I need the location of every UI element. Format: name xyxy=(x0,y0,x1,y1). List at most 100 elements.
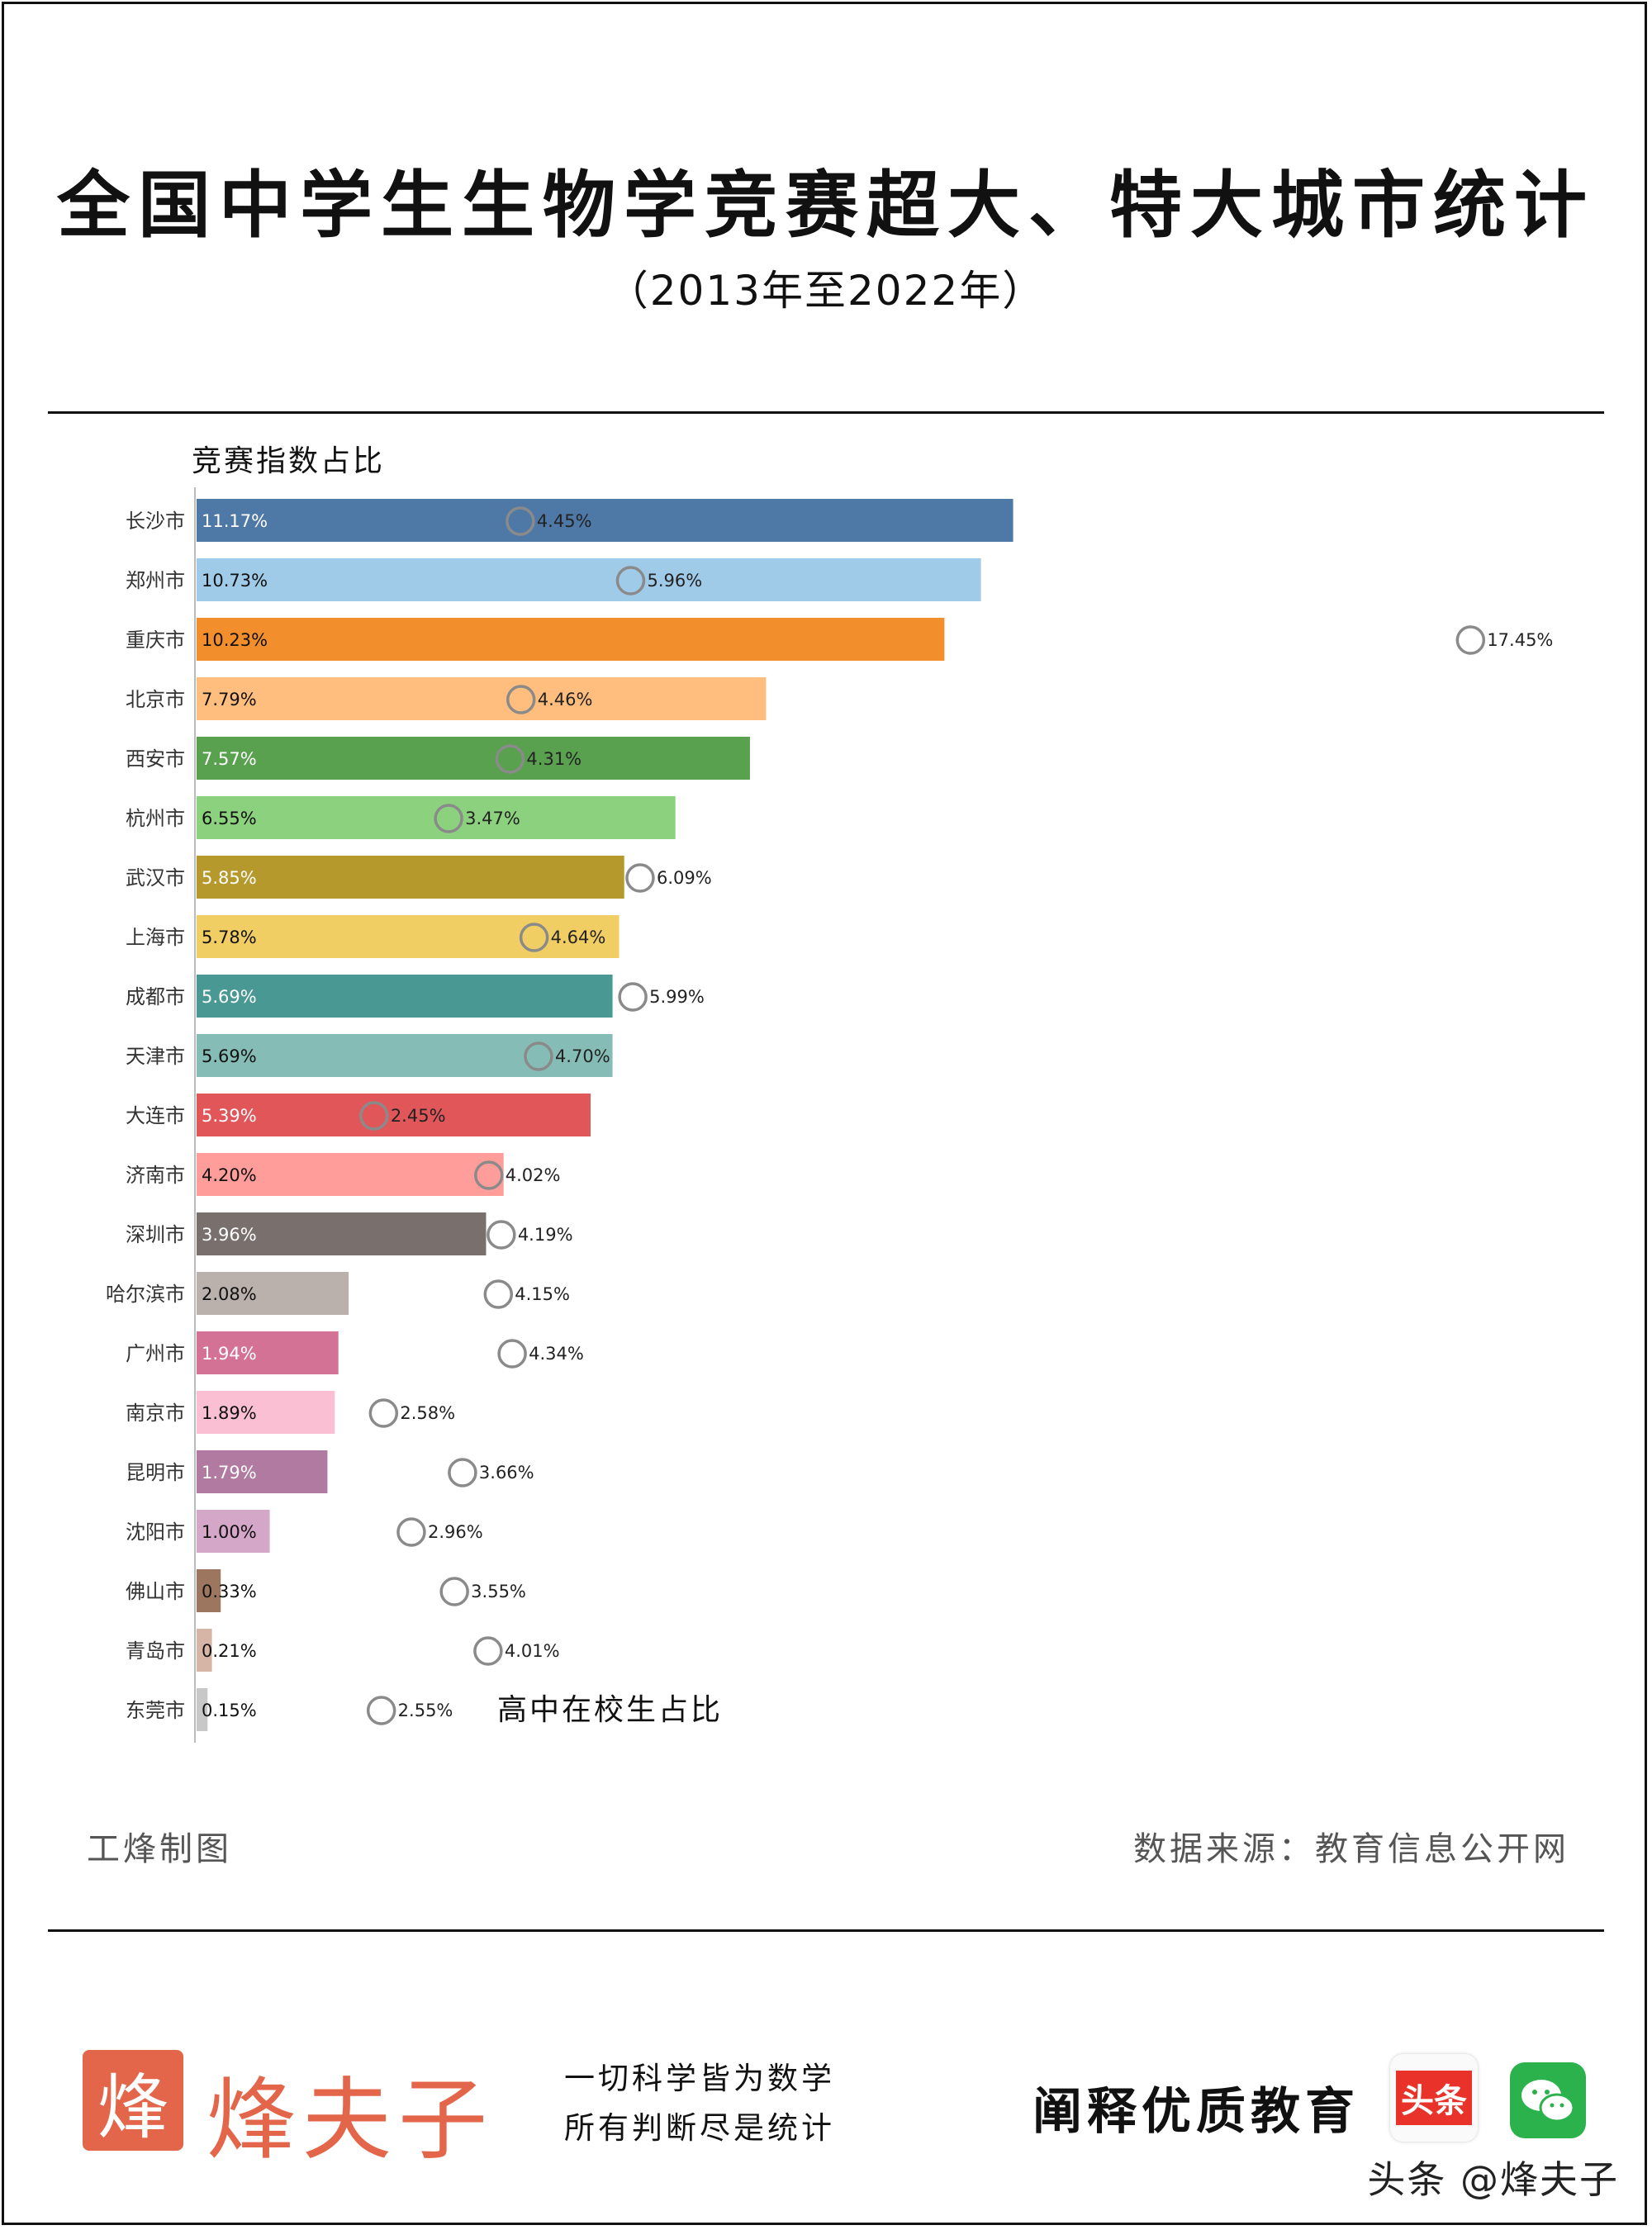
bar xyxy=(197,677,767,720)
bar-value-label: 4.20% xyxy=(202,1165,257,1185)
bar xyxy=(197,1034,613,1077)
bar-value-label: 5.69% xyxy=(202,987,257,1007)
marker-point xyxy=(366,1696,396,1725)
bar xyxy=(197,1688,208,1731)
category-label: 郑州市 xyxy=(126,569,185,592)
marker-value-label: 4.01% xyxy=(505,1641,560,1661)
marker-value-label: 2.45% xyxy=(391,1106,446,1126)
marker-value-label: 4.64% xyxy=(551,928,606,947)
bar xyxy=(197,1510,270,1553)
bar xyxy=(197,1212,487,1255)
bar-value-label: 2.08% xyxy=(202,1284,257,1304)
marker-point xyxy=(487,1220,516,1250)
bar xyxy=(197,1391,335,1434)
bar xyxy=(197,1569,221,1612)
bar-value-label: 0.15% xyxy=(202,1701,257,1720)
bar xyxy=(197,499,1014,542)
slogan-line-1: 一切科学皆为数学 xyxy=(564,2061,835,2096)
bar-value-label: 3.96% xyxy=(202,1225,257,1245)
marker-value-label: 2.96% xyxy=(428,1522,483,1542)
marker-point xyxy=(439,1577,469,1606)
bar-value-label: 11.17% xyxy=(202,511,268,531)
marker-point xyxy=(434,804,463,833)
marker-value-label: 4.15% xyxy=(515,1284,570,1304)
bar-value-label: 5.39% xyxy=(202,1106,257,1126)
bar-value-label: 7.57% xyxy=(202,749,257,769)
bar-series-label: 竞赛指数占比 xyxy=(192,444,385,478)
marker-point xyxy=(396,1517,426,1547)
category-label: 西安市 xyxy=(126,747,185,771)
bar-value-label: 10.23% xyxy=(202,630,268,650)
marker-point xyxy=(618,982,648,1012)
marker-value-label: 3.47% xyxy=(465,809,520,828)
marker-value-label: 5.99% xyxy=(649,987,705,1007)
wechat-glyph-icon xyxy=(1521,2080,1575,2123)
wechat-app-icon xyxy=(1510,2062,1586,2138)
marker-point xyxy=(506,506,535,536)
marker-value-label: 3.55% xyxy=(471,1582,526,1601)
marker-value-label: 4.02% xyxy=(506,1165,561,1185)
slogan-line-2: 所有判断尽是统计 xyxy=(564,2110,835,2146)
marker-point xyxy=(368,1398,399,1428)
marker-point xyxy=(615,566,646,595)
brand-tagline: 阐释优质教育 xyxy=(1032,2083,1360,2141)
bar xyxy=(197,618,945,661)
toutiao-badge-text: 头条 xyxy=(1396,2071,1472,2125)
bar-value-label: 7.79% xyxy=(202,690,257,709)
category-label: 南京市 xyxy=(126,1402,185,1425)
marker-value-label: 6.09% xyxy=(657,868,712,888)
bar-value-label: 1.89% xyxy=(202,1403,257,1423)
marker-point xyxy=(1455,625,1486,655)
brand-name: 烽夫子 xyxy=(206,2069,495,2172)
marker-point xyxy=(359,1101,389,1131)
chart-title: 全国中学生生物学竞赛超大、特大城市统计 xyxy=(56,163,1595,248)
category-label: 济南市 xyxy=(126,1164,185,1187)
brand-logo-char: 烽 xyxy=(97,2066,169,2149)
marker-value-label: 4.31% xyxy=(526,749,582,769)
category-label: 杭州市 xyxy=(126,807,185,830)
bar-value-label: 1.00% xyxy=(202,1522,257,1542)
marker-series-label: 高中在校生占比 xyxy=(497,1693,723,1727)
bar xyxy=(197,856,624,899)
category-label: 广州市 xyxy=(126,1342,185,1365)
marker-point xyxy=(524,1041,553,1071)
bar xyxy=(197,737,750,780)
category-label: 北京市 xyxy=(126,688,185,711)
bar xyxy=(197,1629,212,1672)
marker-point xyxy=(506,685,536,714)
data-source: 数据来源：教育信息公开网 xyxy=(1133,1830,1569,1868)
category-label: 青岛市 xyxy=(126,1639,185,1663)
bar xyxy=(197,1272,349,1315)
bar-value-label: 5.78% xyxy=(202,928,257,947)
bar-value-label: 0.21% xyxy=(202,1641,257,1661)
author-credit: 工烽制图 xyxy=(87,1830,232,1868)
brand-logo-icon: 烽 xyxy=(83,2050,183,2151)
category-label: 昆明市 xyxy=(126,1461,185,1484)
category-label: 哈尔滨市 xyxy=(106,1283,185,1306)
category-label: 东莞市 xyxy=(126,1699,185,1722)
marker-value-label: 4.34% xyxy=(529,1344,584,1364)
bar-value-label: 10.73% xyxy=(202,571,268,591)
bar xyxy=(197,1450,328,1493)
marker-point xyxy=(497,1339,527,1369)
marker-value-label: 17.45% xyxy=(1487,630,1553,650)
category-label: 成都市 xyxy=(126,985,185,1008)
bar-value-label: 5.69% xyxy=(202,1046,257,1066)
top-divider xyxy=(48,411,1604,414)
bar-value-label: 1.79% xyxy=(202,1463,257,1483)
category-label: 重庆市 xyxy=(126,629,185,652)
marker-point xyxy=(495,744,525,774)
bar-value-label: 1.94% xyxy=(202,1344,257,1364)
marker-value-label: 5.96% xyxy=(647,571,702,591)
marker-value-label: 4.19% xyxy=(518,1225,573,1245)
marker-value-label: 4.45% xyxy=(537,511,592,531)
category-label: 深圳市 xyxy=(126,1223,185,1246)
marker-value-label: 2.55% xyxy=(398,1701,453,1720)
marker-point xyxy=(625,863,655,893)
marker-value-label: 3.66% xyxy=(479,1463,534,1483)
category-label: 上海市 xyxy=(126,926,185,949)
marker-point xyxy=(473,1636,503,1666)
bar-value-label: 5.85% xyxy=(202,868,257,888)
